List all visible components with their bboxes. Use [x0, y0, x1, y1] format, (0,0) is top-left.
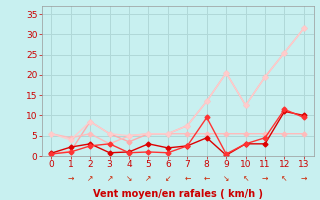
Text: →: →: [262, 174, 268, 183]
Text: ↖: ↖: [281, 174, 288, 183]
Text: ←: ←: [184, 174, 190, 183]
Text: →: →: [301, 174, 307, 183]
X-axis label: Vent moyen/en rafales ( km/h ): Vent moyen/en rafales ( km/h ): [92, 189, 263, 199]
Text: ←: ←: [204, 174, 210, 183]
Text: ↙: ↙: [165, 174, 171, 183]
Text: ↘: ↘: [126, 174, 132, 183]
Text: →: →: [68, 174, 74, 183]
Text: ↗: ↗: [87, 174, 93, 183]
Text: ↖: ↖: [243, 174, 249, 183]
Text: ↗: ↗: [145, 174, 152, 183]
Text: ↗: ↗: [107, 174, 113, 183]
Text: ↘: ↘: [223, 174, 229, 183]
